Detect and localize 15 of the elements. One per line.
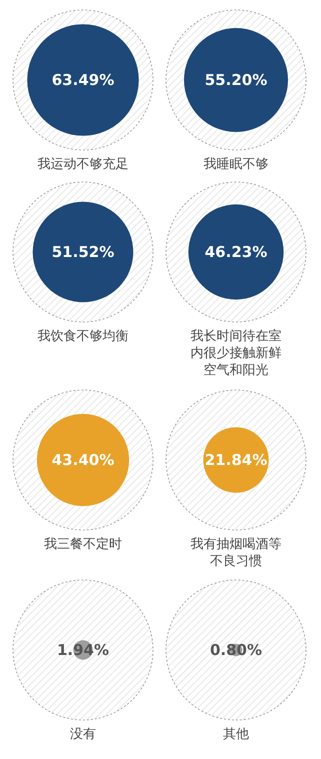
category-label: 我饮食不够均衡 bbox=[38, 329, 128, 344]
data-label: 21.84% bbox=[204, 451, 268, 469]
category-label: 我三餐不定时 bbox=[44, 537, 122, 552]
category-label: 我睡眠不够 bbox=[204, 157, 268, 172]
category-label: 我运动不够充足 bbox=[38, 157, 128, 172]
data-label: 43.40% bbox=[52, 451, 114, 469]
category-label: 其他 bbox=[223, 727, 249, 742]
data-label: 1.94% bbox=[56, 641, 110, 659]
category-label: 我有抽烟喝酒等不良习惯 bbox=[190, 537, 282, 569]
category-label: 我长时间待在室内很少接触新鲜空气和阳光 bbox=[190, 328, 282, 378]
data-label: 63.49% bbox=[52, 71, 114, 89]
data-label: 55.20% bbox=[204, 71, 268, 89]
category-label: 没有 bbox=[70, 727, 96, 742]
data-label: 51.52% bbox=[52, 243, 114, 261]
data-label: 46.23% bbox=[204, 243, 268, 261]
